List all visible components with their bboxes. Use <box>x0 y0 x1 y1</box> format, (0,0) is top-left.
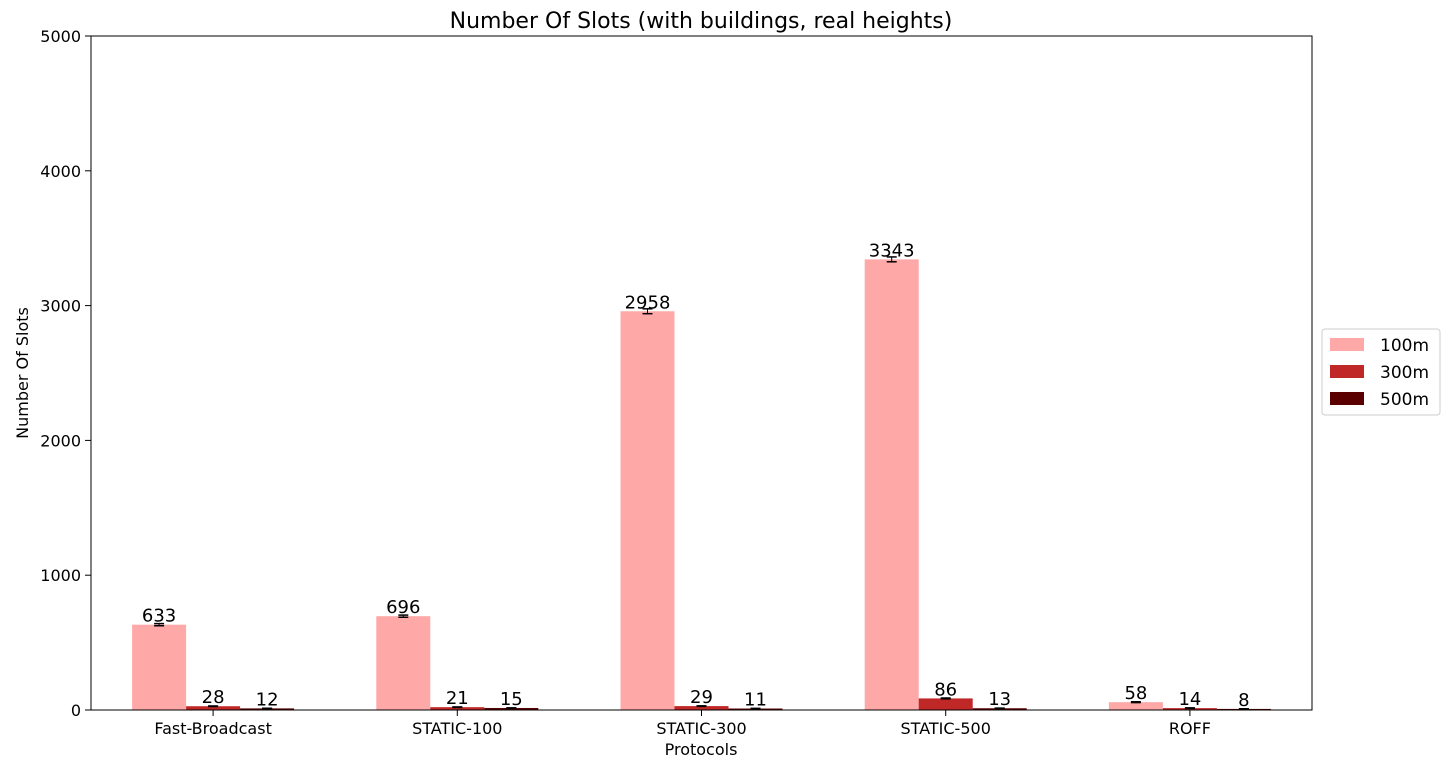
data-label: 3343 <box>869 240 915 261</box>
data-label: 633 <box>142 606 176 627</box>
x-axis-label: Protocols <box>665 740 738 759</box>
legend-label-500m: 500m <box>1380 390 1429 410</box>
x-axis: Fast-Broadcast STATIC-100 STATIC-300 STATIC… <box>154 710 1211 738</box>
data-label: 21 <box>446 688 469 709</box>
data-label: 29 <box>690 687 713 708</box>
data-label: 15 <box>500 689 523 710</box>
y-tick-label: 5000 <box>40 27 81 46</box>
legend: 100m 300m 500m <box>1321 328 1441 416</box>
bar-100m-STATIC-300 <box>620 311 675 710</box>
data-label: 86 <box>934 679 957 700</box>
chart-title: Number Of Slots (with buildings, real he… <box>450 9 953 34</box>
bar-300m-Fast-Broadcast <box>186 706 241 710</box>
bar-100m-STATIC-100 <box>376 616 431 710</box>
legend-swatch-300m <box>1330 365 1364 378</box>
x-tick-label: STATIC-100 <box>412 719 502 738</box>
y-tick-label: 2000 <box>40 431 81 450</box>
x-tick-label: ROFF <box>1169 719 1211 738</box>
legend-swatch-500m <box>1330 392 1364 405</box>
legend-label-100m: 100m <box>1380 336 1429 356</box>
x-tick-label: STATIC-300 <box>656 719 746 738</box>
data-label: 11 <box>744 690 767 711</box>
bar-300m-STATIC-500 <box>918 698 973 710</box>
data-label: 2958 <box>625 292 671 313</box>
bar-100m-ROFF <box>1108 702 1163 710</box>
bar-300m-STATIC-300 <box>674 706 729 710</box>
x-tick-label: Fast-Broadcast <box>154 719 272 738</box>
y-tick-label: 0 <box>71 701 81 720</box>
y-tick-label: 3000 <box>40 297 81 316</box>
data-label: 8 <box>1238 690 1249 711</box>
data-label: 12 <box>256 689 279 710</box>
legend-swatch-100m <box>1330 338 1364 351</box>
bar-500m-STATIC-100 <box>484 707 539 710</box>
data-label: 696 <box>386 597 420 618</box>
data-label: 28 <box>202 687 225 708</box>
y-tick-label: 4000 <box>40 162 81 181</box>
bar-100m-STATIC-500 <box>864 259 919 710</box>
plot-frame <box>90 35 1313 711</box>
bars-group: 633 28 12 696 21 15 2958 29 11 3343 86 13 58 14 8 <box>132 240 1271 711</box>
data-label: 58 <box>1124 683 1147 704</box>
y-axis: 0 1000 2000 3000 4000 5000 <box>40 27 91 720</box>
y-tick-label: 1000 <box>40 566 81 585</box>
y-axis-label: Number Of Slots <box>13 307 32 439</box>
bar-100m-Fast-Broadcast <box>132 624 187 710</box>
bar-300m-STATIC-100 <box>430 707 485 710</box>
data-label: 13 <box>988 689 1011 710</box>
data-label: 14 <box>1178 689 1201 710</box>
x-tick-label: STATIC-500 <box>901 719 991 738</box>
legend-label-300m: 300m <box>1380 363 1429 383</box>
